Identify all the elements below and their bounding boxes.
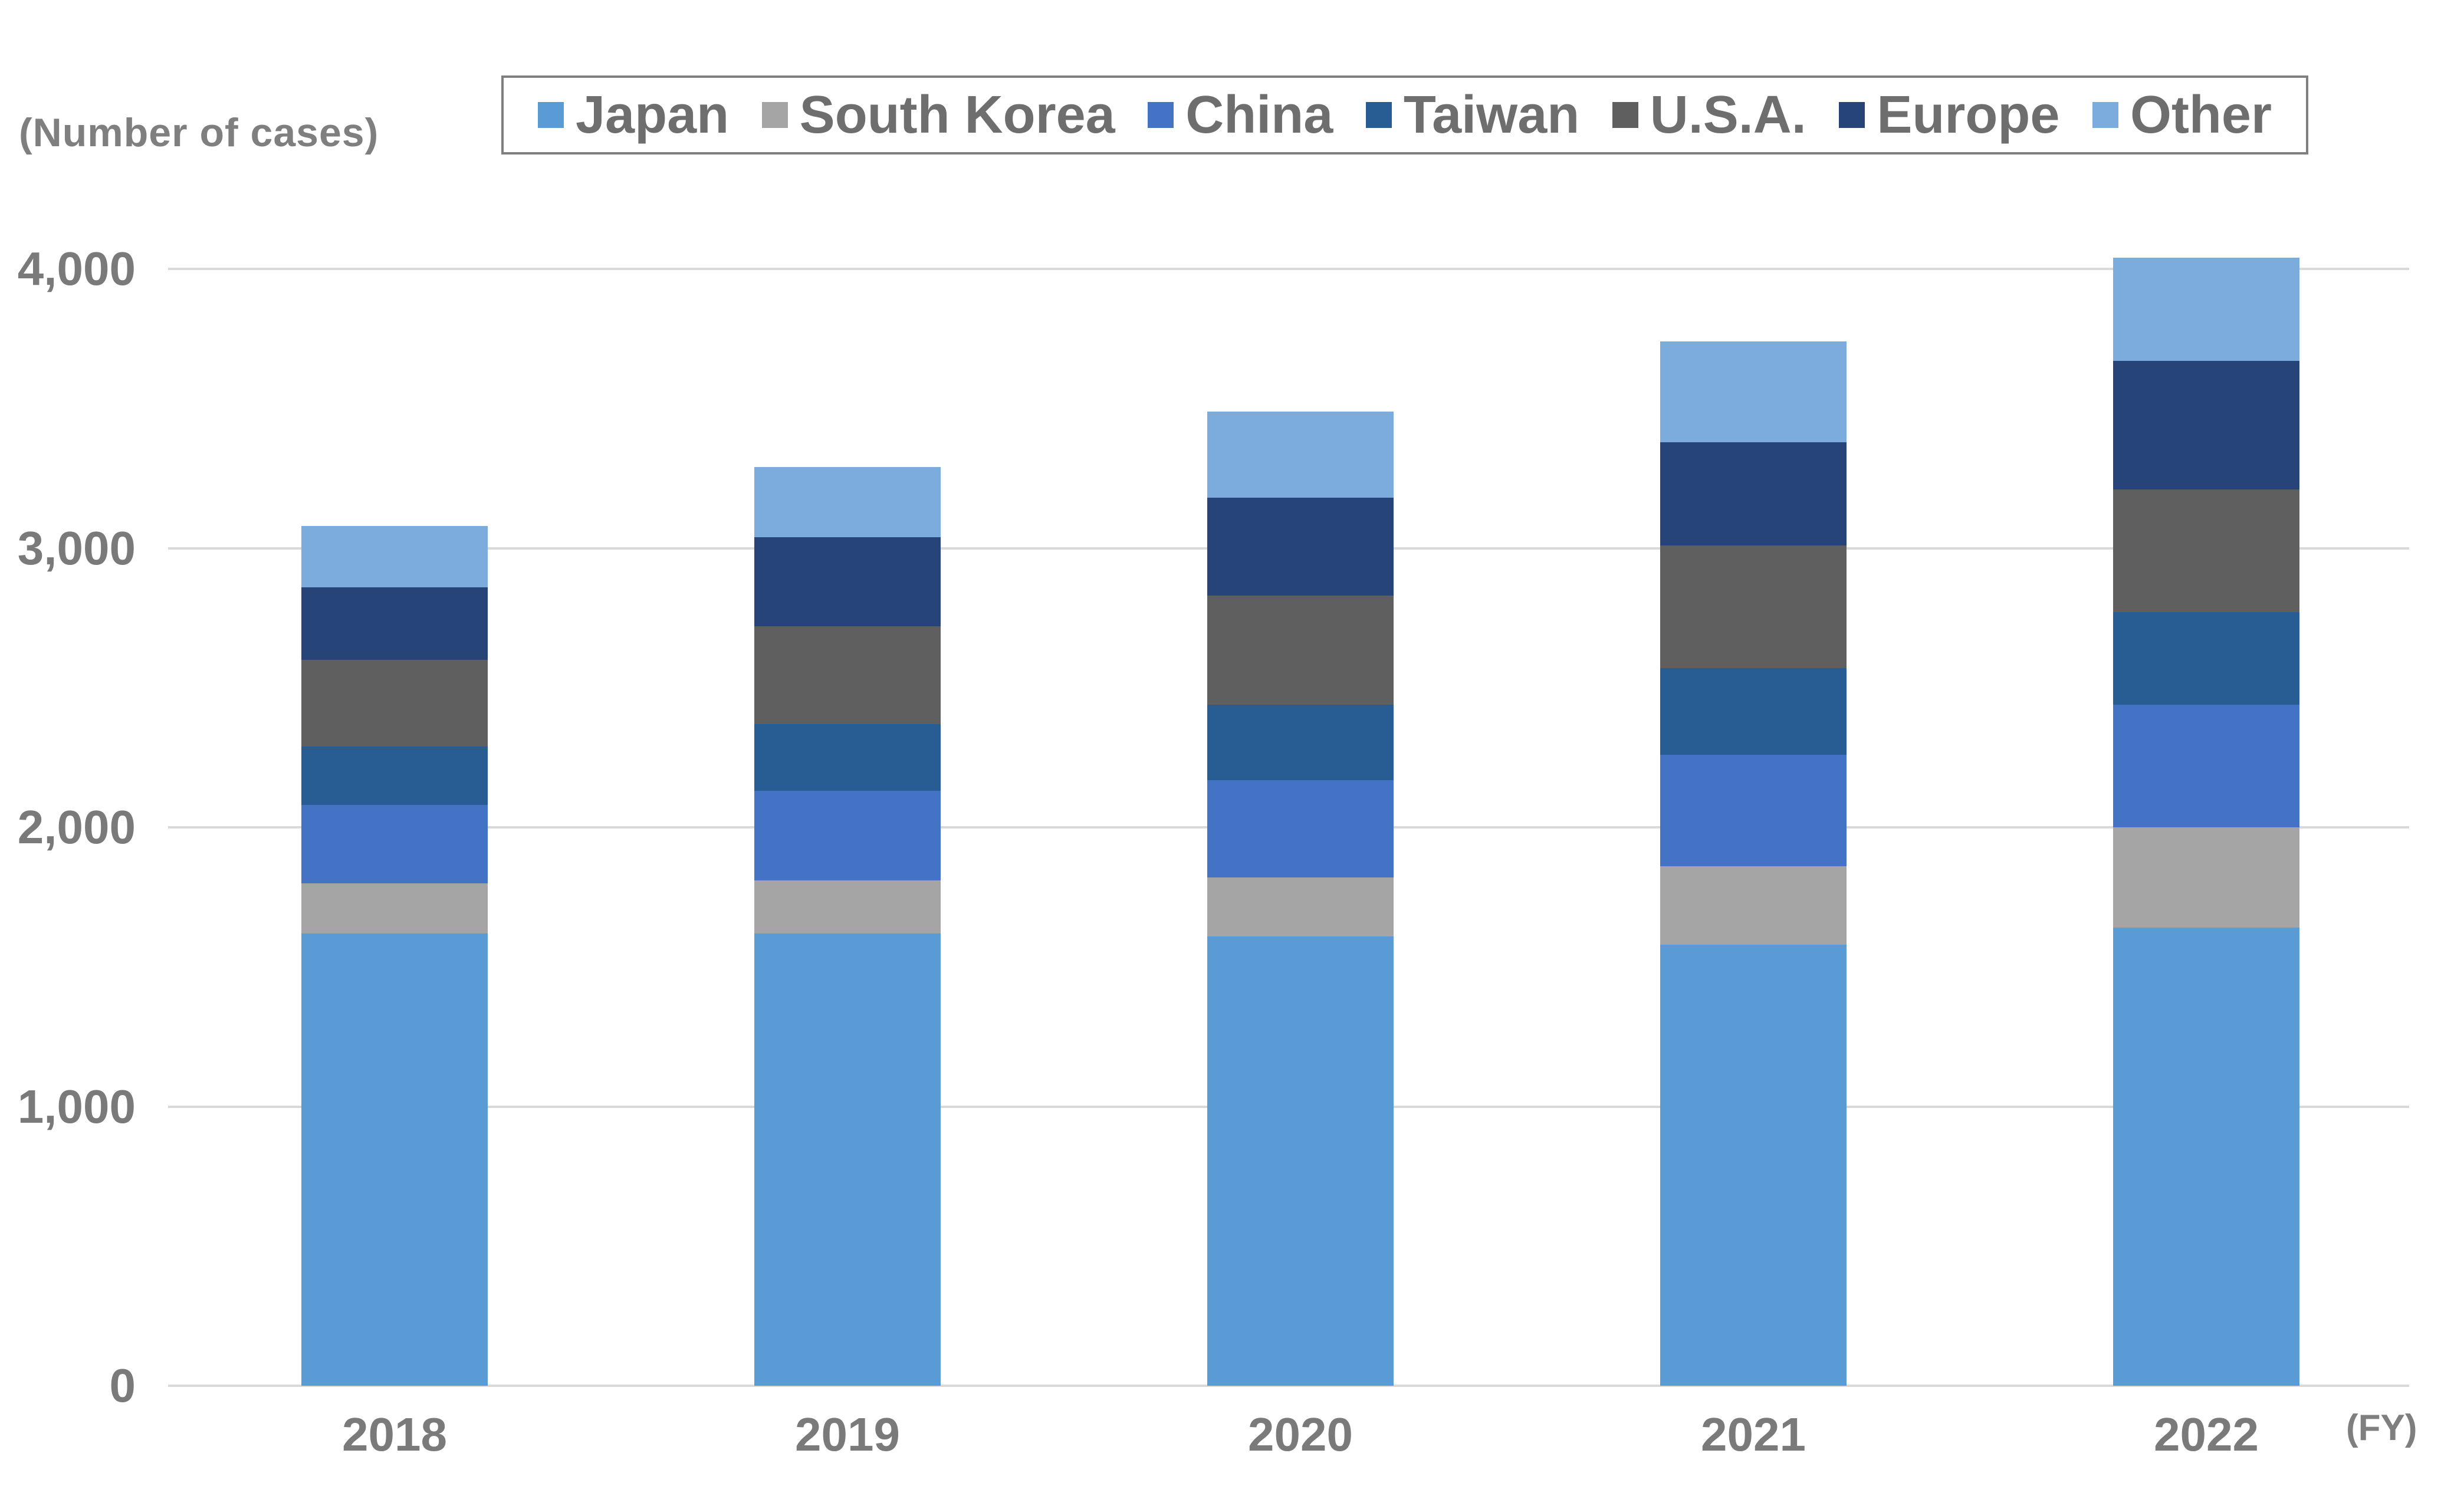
bar-2022	[2113, 258, 2299, 1386]
segment-south-korea-2020	[1207, 877, 1394, 936]
x-tick-label-2020: 2020	[1248, 1408, 1353, 1461]
segment-europe-2020	[1207, 498, 1394, 596]
y-tick-label-4000: 4,000	[17, 242, 136, 295]
legend-label-other: Other	[2130, 86, 2272, 144]
legend-item-japan: Japan	[538, 88, 729, 142]
legend-color-swatch-u-s-a	[1612, 102, 1638, 128]
y-tick-label-0: 0	[109, 1359, 136, 1412]
segment-taiwan-2020	[1207, 704, 1394, 780]
legend-item-taiwan: Taiwan	[1365, 86, 1580, 144]
legend-label-south-korea: South Korea	[799, 86, 1115, 144]
segment-taiwan-2021	[1660, 668, 1847, 755]
segment-u-s-a-2021	[1660, 545, 1847, 669]
segment-japan-2019	[754, 933, 941, 1386]
y-tick-label-2000: 2,000	[17, 801, 136, 853]
legend-label-japan: Japan	[576, 86, 730, 144]
legend-label-taiwan: Taiwan	[1403, 86, 1580, 144]
segment-u-s-a-2019	[754, 626, 941, 724]
y-tick-label-3000: 3,000	[17, 521, 136, 574]
legend-color-swatch-south-korea	[761, 102, 788, 128]
segment-other-2022	[2113, 258, 2299, 361]
segment-south-korea-2019	[754, 880, 941, 933]
legend-item-south-korea: South Korea	[761, 86, 1115, 144]
segment-south-korea-2021	[1660, 866, 1847, 945]
legend-item-u-s-a: U.S.A.	[1612, 88, 1806, 142]
segment-u-s-a-2018	[301, 659, 488, 747]
segment-taiwan-2018	[301, 746, 488, 806]
legend-item-china: China	[1148, 88, 1333, 142]
bar-2020	[1207, 411, 1394, 1386]
legend-color-swatch-other	[2092, 102, 2118, 128]
segment-europe-2019	[754, 537, 941, 627]
legend: Japan South Korea China Taiwan U.S.A. Europe O…	[501, 75, 2308, 154]
legend-color-swatch-china	[1148, 102, 1174, 128]
y-tick-label-1000: 1,000	[17, 1080, 136, 1133]
segment-south-korea-2018	[301, 883, 488, 933]
segment-europe-2021	[1660, 442, 1847, 545]
x-tick-label-2022: 2022	[2154, 1408, 2259, 1461]
segment-taiwan-2022	[2113, 612, 2299, 705]
segment-china-2020	[1207, 780, 1394, 878]
legend-item-other: Other	[2092, 88, 2272, 142]
segment-europe-2022	[2113, 361, 2299, 490]
x-tick-label-2019: 2019	[795, 1408, 900, 1461]
legend-color-swatch-europe	[1839, 102, 1865, 128]
segment-other-2019	[754, 467, 941, 537]
segment-china-2021	[1660, 754, 1847, 867]
legend-color-swatch-taiwan	[1365, 102, 1392, 128]
segment-china-2022	[2113, 704, 2299, 827]
segment-other-2018	[301, 525, 488, 587]
x-axis-line	[168, 1385, 2409, 1387]
segment-japan-2022	[2113, 928, 2299, 1386]
bar-2021	[1660, 341, 1847, 1386]
y-axis-title: (Number of cases)	[19, 110, 379, 155]
segment-japan-2020	[1207, 936, 1394, 1386]
x-tick-label-2021: 2021	[1701, 1408, 1806, 1461]
legend-label-europe: Europe	[1877, 86, 2060, 144]
segment-japan-2018	[301, 933, 488, 1386]
segment-u-s-a-2022	[2113, 489, 2299, 613]
segment-other-2021	[1660, 341, 1847, 442]
bar-2019	[754, 467, 941, 1386]
segment-europe-2018	[301, 587, 488, 660]
x-tick-label-2018: 2018	[342, 1408, 447, 1461]
segment-japan-2021	[1660, 944, 1847, 1386]
segment-u-s-a-2020	[1207, 596, 1394, 705]
legend-label-china: China	[1185, 86, 1333, 144]
legend-item-europe: Europe	[1839, 88, 2059, 142]
segment-china-2018	[301, 805, 488, 883]
segment-china-2019	[754, 791, 941, 880]
legend-label-u-s-a: U.S.A.	[1650, 86, 1806, 144]
segment-south-korea-2022	[2113, 827, 2299, 928]
gridline-4000	[168, 268, 2409, 270]
segment-taiwan-2019	[754, 724, 941, 791]
x-axis-unit-label: (FY)	[2346, 1408, 2417, 1448]
legend-color-swatch-japan	[538, 102, 564, 128]
segment-other-2020	[1207, 411, 1394, 498]
bar-2018	[301, 525, 488, 1386]
